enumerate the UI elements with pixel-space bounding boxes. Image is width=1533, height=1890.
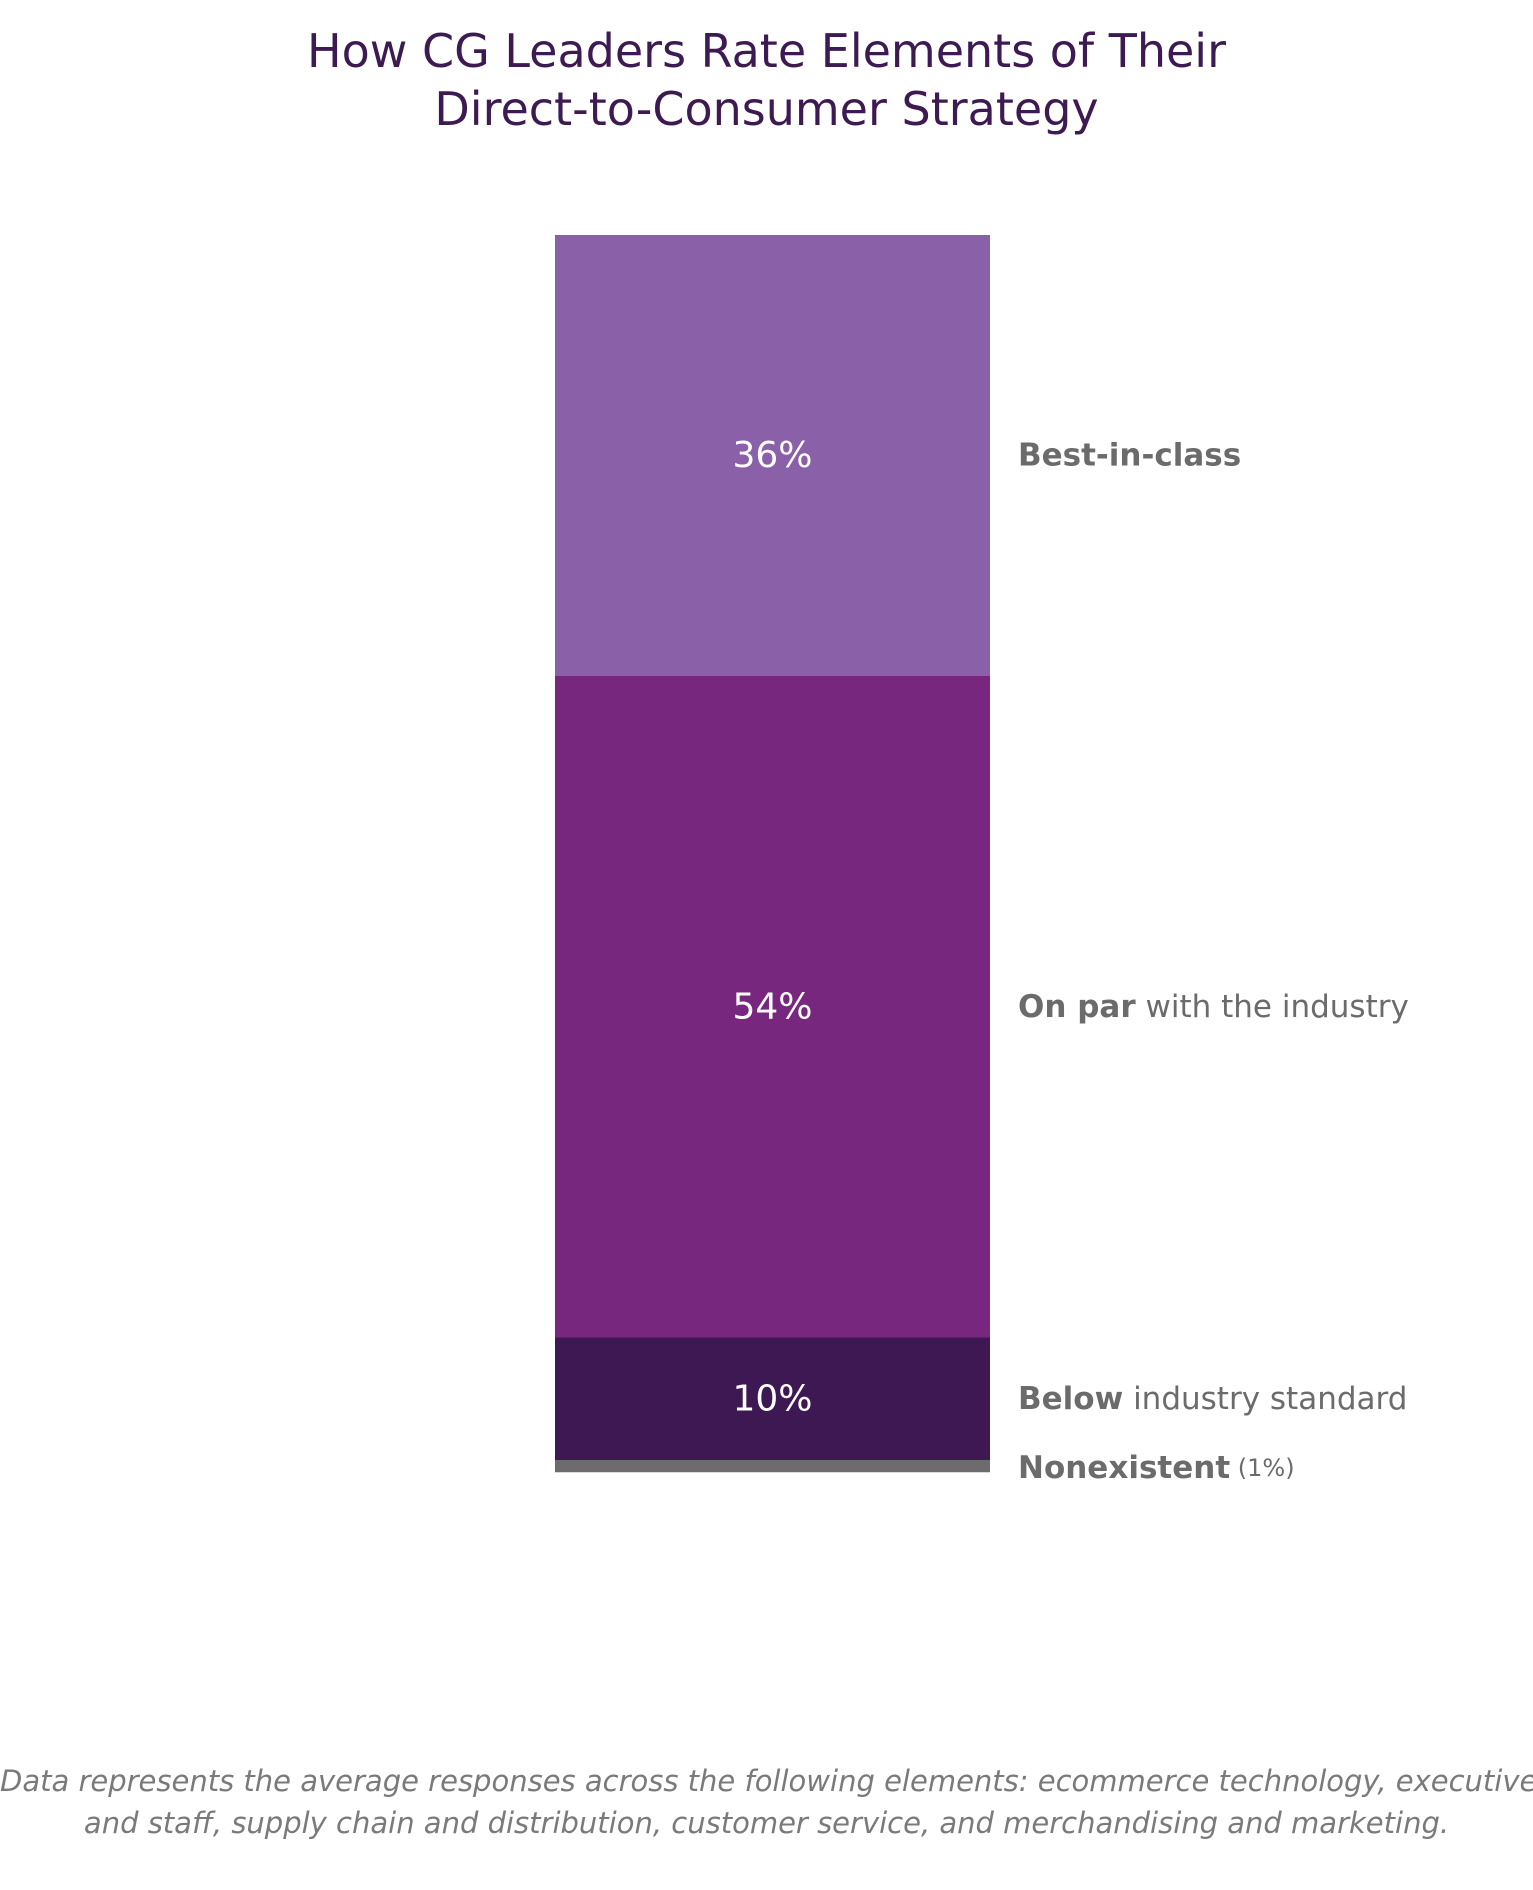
footnote-line-2: and staff, supply chain and distribution… (83, 1806, 1450, 1840)
value-label-below-industry-standard: 10% (732, 1378, 812, 1419)
footnote-line-1: Data represents the average responses ac… (0, 1764, 1533, 1798)
category-label-below-industry-standard: Below industry standard (1018, 1381, 1407, 1417)
category-label-bold-best-in-class: Best-in-class (1018, 438, 1241, 474)
category-label-rest-on-par-with-the-industry: with the industry (1136, 989, 1409, 1025)
category-label-bold-on-par-with-the-industry: On par (1018, 989, 1136, 1025)
category-label-rest-nonexistent: (1%) (1230, 1454, 1294, 1482)
value-label-on-par-with-the-industry: 54% (732, 986, 812, 1027)
chart-title: How CG Leaders Rate Elements of Their Di… (0, 22, 1533, 138)
chart-title-line-2: Direct-to-Consumer Strategy (434, 82, 1099, 136)
category-label-nonexistent: Nonexistent (1%) (1018, 1450, 1295, 1486)
category-label-bold-below-industry-standard: Below (1018, 1381, 1123, 1417)
chart-footnote: Data represents the average responses ac… (0, 1760, 1533, 1844)
category-label-best-in-class: Best-in-class (1018, 438, 1241, 474)
bar-segment-nonexistent (555, 1460, 990, 1473)
bar-segment-on-par-with-the-industry (555, 676, 990, 1338)
bar-segment-below-industry-standard (555, 1337, 990, 1460)
value-label-best-in-class: 36% (732, 435, 812, 476)
category-label-bold-nonexistent: Nonexistent (1018, 1450, 1230, 1486)
bar-segment-best-in-class (555, 235, 990, 676)
category-label-rest-below-industry-standard: industry standard (1123, 1381, 1407, 1417)
category-label-on-par-with-the-industry: On par with the industry (1018, 989, 1409, 1025)
chart-title-line-1: How CG Leaders Rate Elements of Their (306, 24, 1226, 78)
